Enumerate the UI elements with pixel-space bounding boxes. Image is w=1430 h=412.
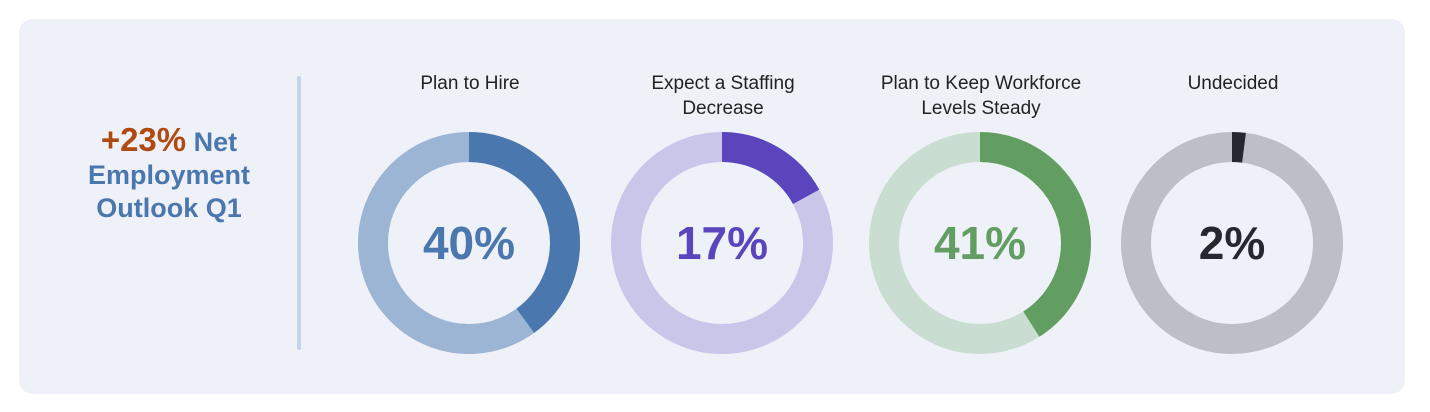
donut-ring: 40%	[358, 132, 580, 354]
donut-ring: 2%	[1121, 132, 1343, 354]
donut-ring: 17%	[611, 132, 833, 354]
net-outlook-value: +23%	[100, 121, 187, 158]
headline-text-net: Net	[193, 127, 238, 157]
net-employment-outlook-headline: +23% Net Employment Outlook Q1	[59, 123, 279, 225]
headline-text-outlook: Outlook Q1	[96, 193, 242, 223]
donut-segment	[869, 132, 1091, 354]
headline-text-employment: Employment	[87, 160, 251, 190]
donut-value-label: 17%	[676, 217, 768, 269]
donut-chart-3: Plan to Keep Workforce Levels Steady 41%	[856, 19, 1106, 394]
outlook-card: +23% Net Employment Outlook Q1 Plan to H…	[19, 19, 1405, 394]
donut-title: Undecided	[1187, 73, 1279, 94]
donut-value-label: 40%	[423, 217, 515, 269]
donut-title: Expect a Staffing Decrease	[651, 73, 795, 119]
vertical-divider	[297, 76, 301, 350]
donut-segment	[611, 132, 833, 354]
donut-segment	[1121, 132, 1343, 354]
donut-ring: 41%	[869, 132, 1091, 354]
donut-title: Plan to Keep Workforce Levels Steady	[880, 73, 1082, 119]
donut-title: Plan to Hire	[420, 73, 520, 94]
donut-chart-1: Plan to Hire 40%	[345, 19, 595, 394]
donut-value-label: 41%	[934, 217, 1026, 269]
donut-segment	[358, 132, 580, 354]
donut-chart-4: Undecided 2%	[1108, 19, 1358, 394]
donut-chart-2: Expect a Staffing Decrease 17%	[598, 19, 848, 394]
donut-value-label: 2%	[1199, 217, 1265, 269]
